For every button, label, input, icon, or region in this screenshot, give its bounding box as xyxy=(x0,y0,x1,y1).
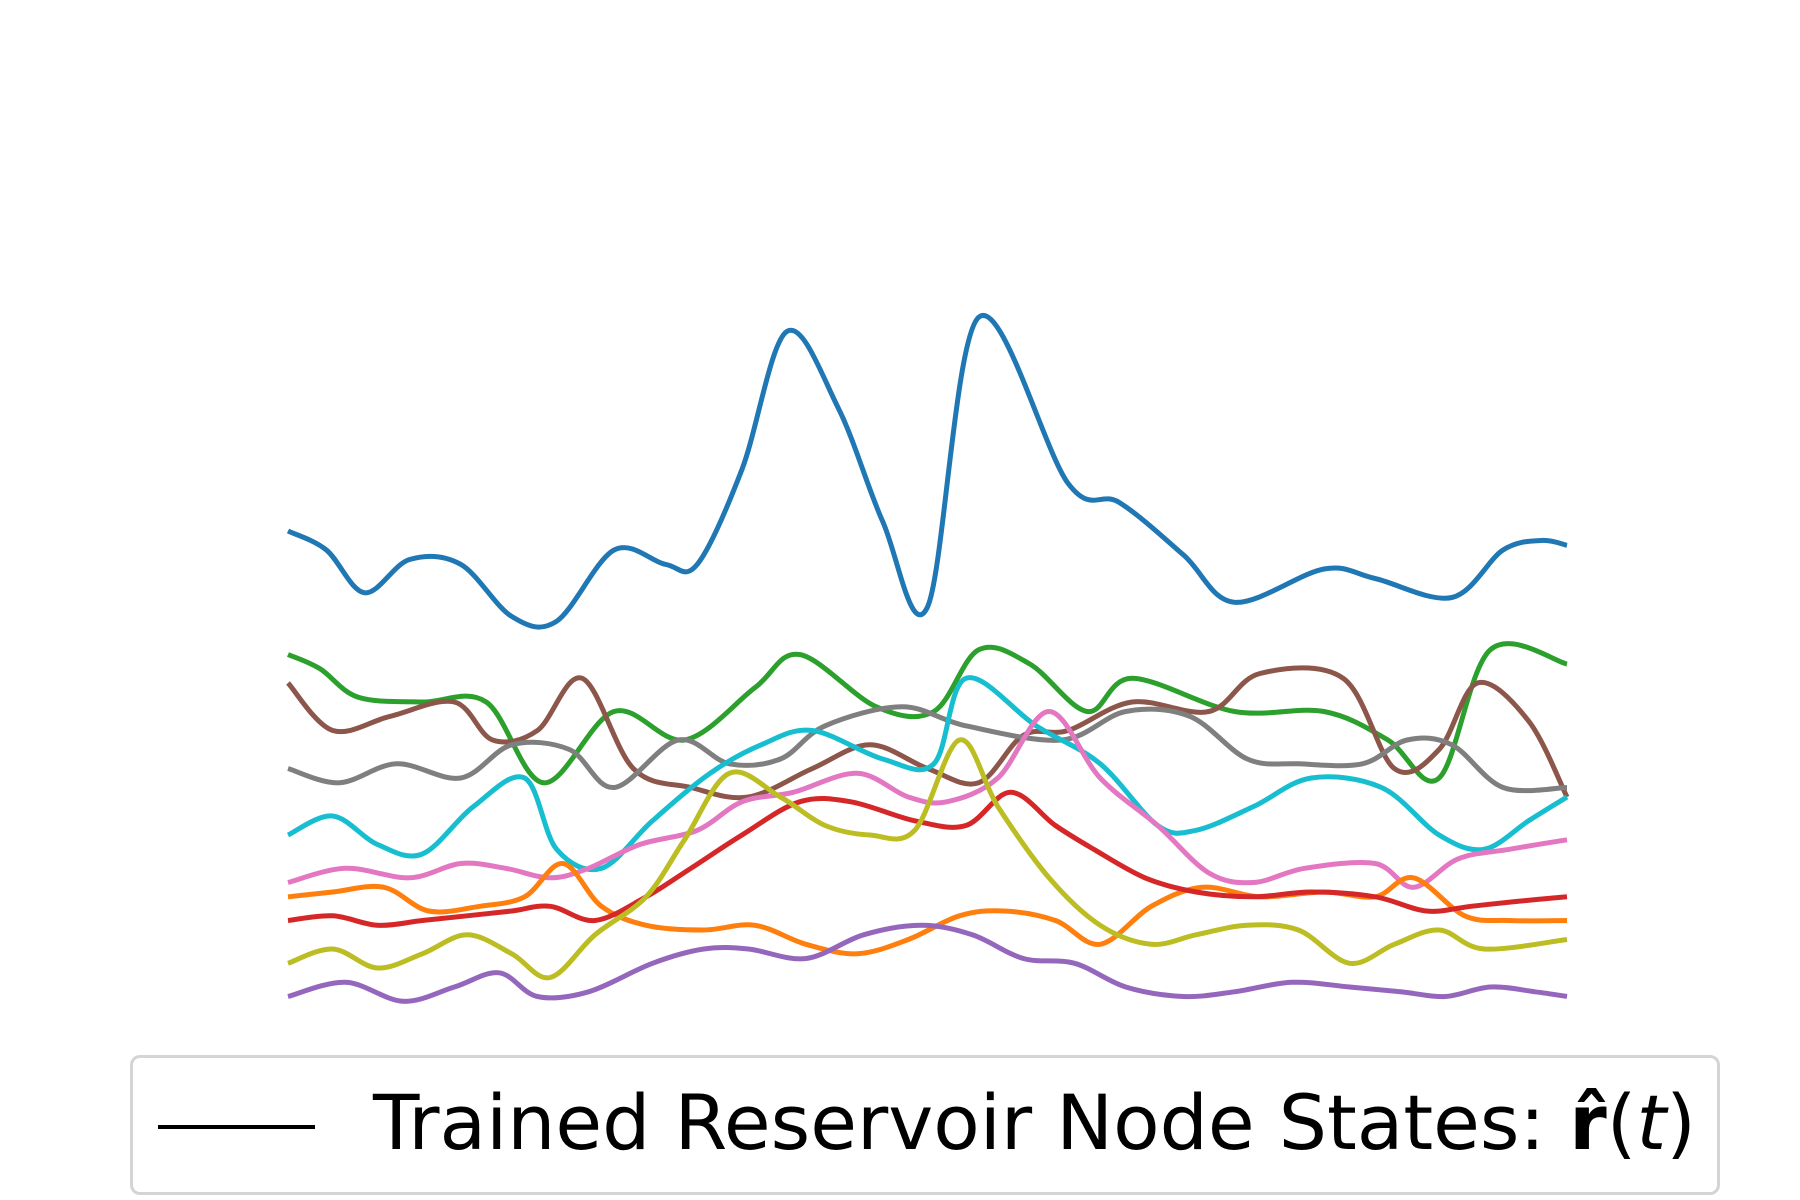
series-line-9 xyxy=(287,737,1568,981)
series-line-8 xyxy=(287,789,1568,928)
series-line-5 xyxy=(286,675,1569,872)
series-line-6 xyxy=(287,709,1568,890)
series-line-10 xyxy=(287,922,1568,1004)
legend-swatch xyxy=(158,1125,315,1129)
legend-label-text: Trained Reservoir Node States: xyxy=(373,1078,1570,1167)
legend-label-symbol: r̂ xyxy=(1569,1078,1607,1167)
series-line-3 xyxy=(286,665,1570,801)
legend: Trained Reservoir Node States: r̂(t) xyxy=(130,1055,1720,1195)
series-group xyxy=(286,312,1570,1004)
legend-label-paren-open: ( xyxy=(1606,1078,1637,1167)
legend-label-var: t xyxy=(1636,1078,1667,1167)
legend-label: Trained Reservoir Node States: r̂(t) xyxy=(373,1078,1696,1168)
series-line-4 xyxy=(287,704,1568,794)
series-line-1 xyxy=(286,312,1568,630)
series-line-2 xyxy=(286,641,1568,786)
series-line-7 xyxy=(287,861,1568,957)
legend-label-paren-close: ) xyxy=(1666,1078,1696,1167)
